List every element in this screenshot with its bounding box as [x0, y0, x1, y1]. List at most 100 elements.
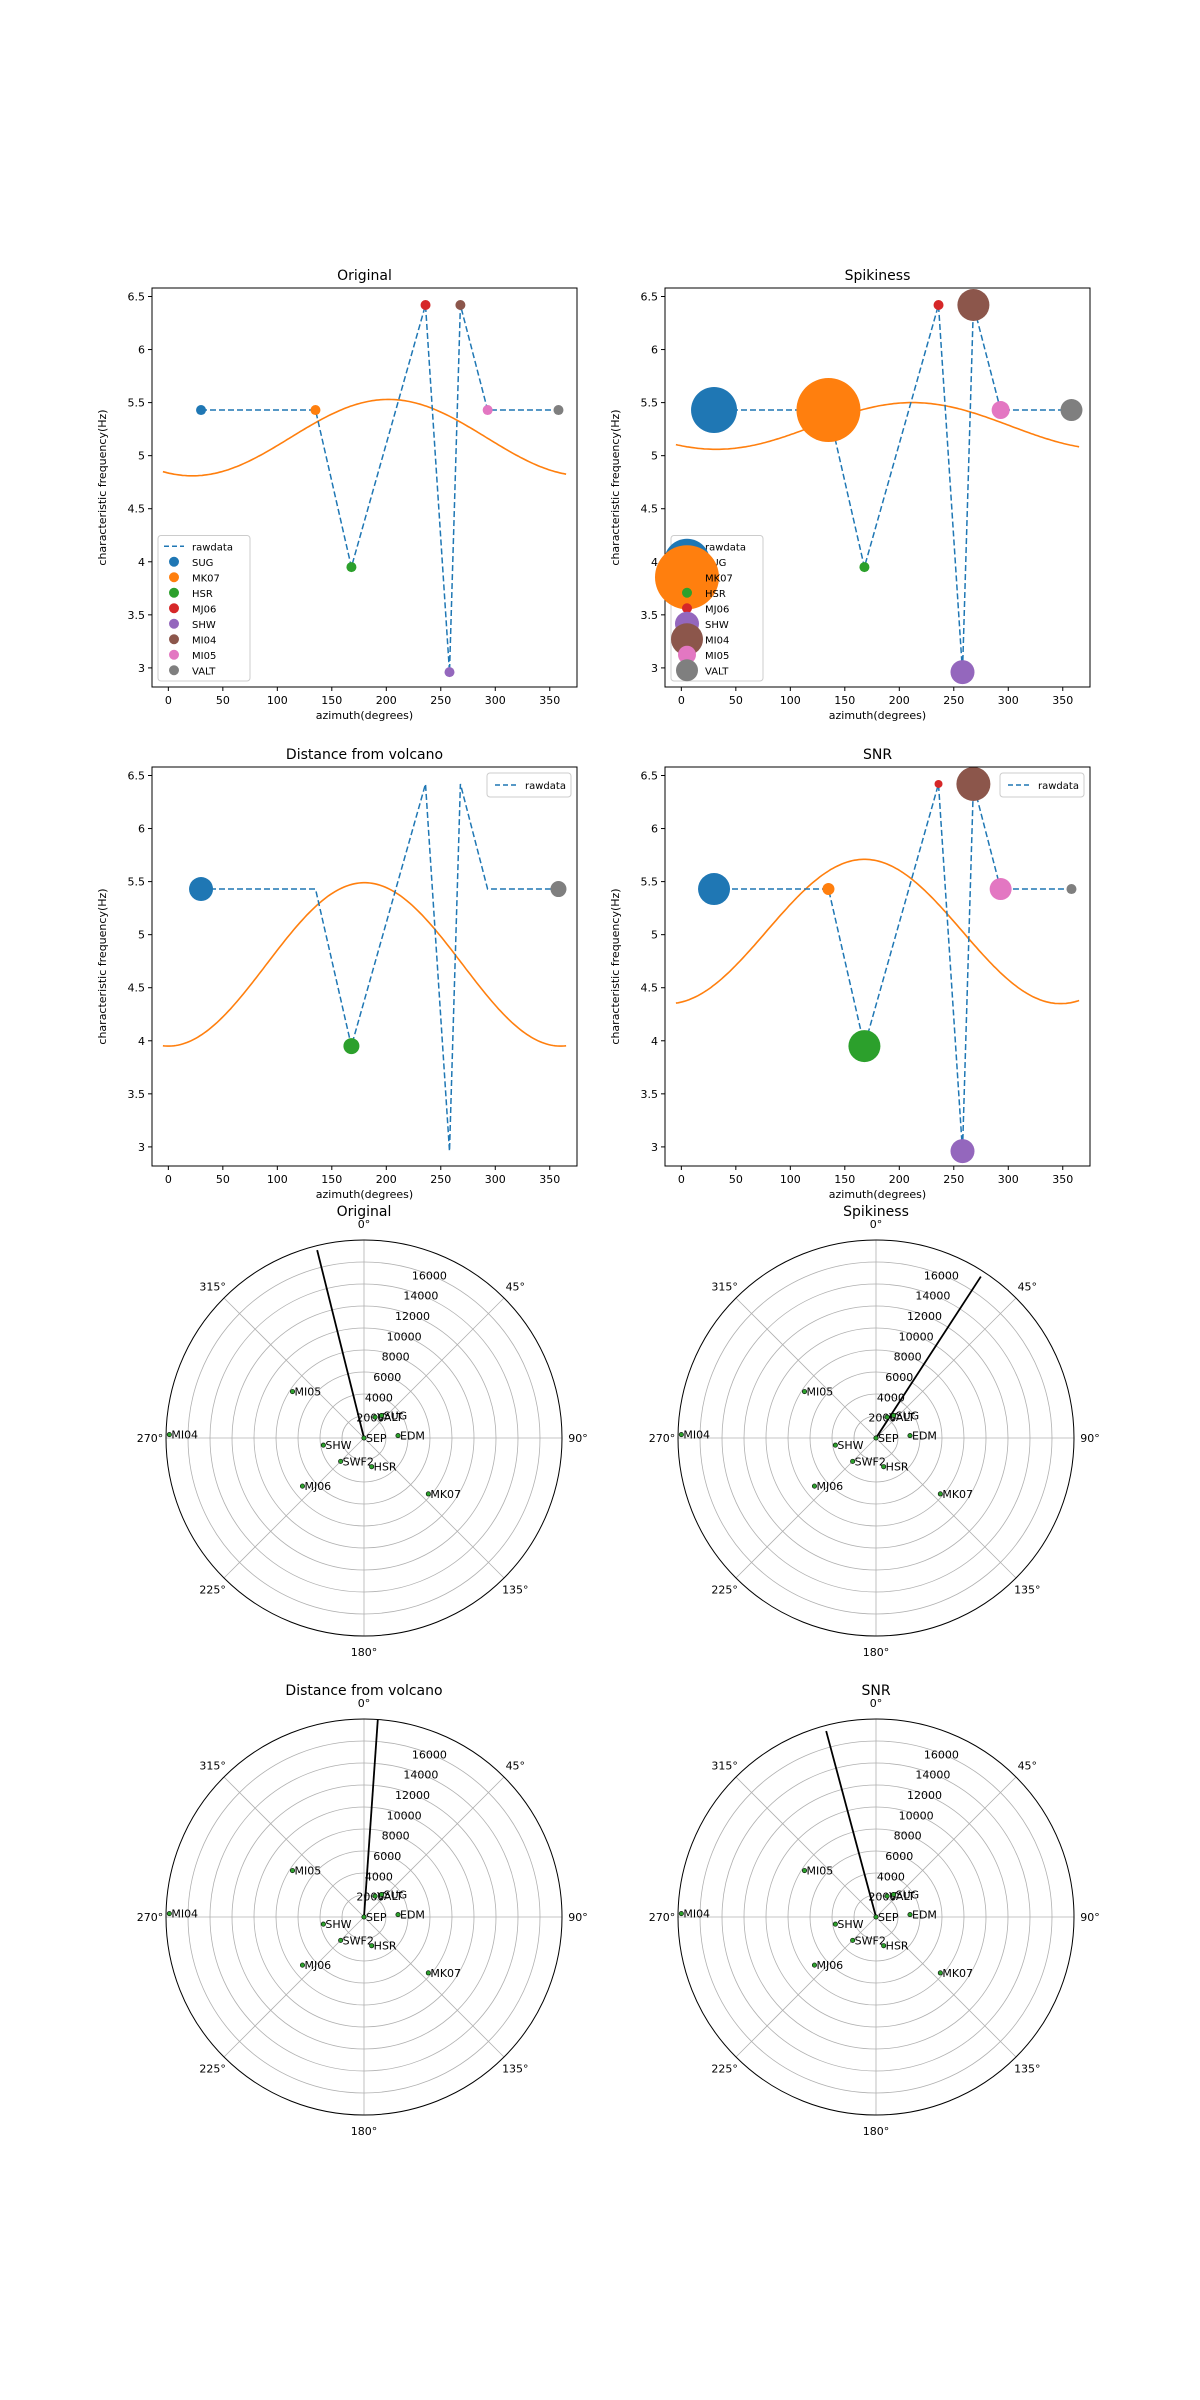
point-hsr [346, 562, 357, 573]
angle-tick-label: 135° [502, 2062, 529, 2075]
angle-tick-label: 180° [863, 1646, 890, 1659]
radial-tick-label: 8000 [382, 1351, 410, 1364]
angle-tick-label: 315° [199, 1760, 226, 1773]
x-tick-label: 300 [998, 694, 1019, 707]
radial-tick-label: 10000 [387, 1809, 422, 1822]
station-marker-sep [361, 1435, 367, 1441]
radial-tick-label: 2000 [356, 1891, 384, 1904]
legend-marker-valt [676, 659, 698, 682]
y-axis-label: characteristic frequency(Hz) [609, 409, 622, 565]
point-mk07 [310, 405, 321, 416]
station-label: MK07 [942, 1488, 973, 1501]
legend: rawdata [486, 772, 572, 798]
station-marker-swf2 [338, 1458, 344, 1464]
station-marker-mj06 [811, 1483, 817, 1489]
radial-tick-label: 6000 [885, 1850, 913, 1863]
point-valt [1060, 399, 1083, 422]
x-tick-label: 250 [430, 1173, 451, 1186]
x-tick-label: 300 [998, 1173, 1019, 1186]
station-label: MJ06 [304, 1959, 331, 1972]
y-tick-label: 6 [138, 344, 145, 357]
station-marker-mj06 [299, 1962, 305, 1968]
angular-gridline [223, 1297, 365, 1439]
point-sug [196, 405, 207, 416]
station-label: MJ06 [816, 1959, 843, 1972]
chart-title: SNR [861, 1683, 890, 1699]
chart-snr: SNR 0 50 100 150 200 250 300 350 3 3.5 4 4.5 5 5.5 6 6.5… [609, 747, 1091, 1201]
station-marker-shw [320, 1442, 326, 1448]
radial-tick-label: 4000 [877, 1391, 905, 1404]
angular-gridline [875, 1916, 1017, 2058]
station-label: HSR [886, 1940, 909, 1953]
point-valt [553, 405, 564, 416]
legend-label: SHW [192, 620, 216, 631]
station-marker-shw [832, 1442, 838, 1448]
x-tick-label: 50 [729, 1173, 743, 1186]
legend-marker-mj06 [169, 603, 179, 614]
rawdata-line [201, 304, 559, 673]
radial-tick-label: 10000 [899, 1809, 934, 1822]
x-axis-label: azimuth(degrees) [829, 1188, 926, 1201]
x-tick-label: 250 [943, 694, 964, 707]
station-marker-mi05 [290, 1389, 296, 1395]
station-marker-mk07 [937, 1491, 943, 1497]
station-marker-sug [379, 1412, 385, 1418]
angle-tick-label: 135° [502, 1583, 529, 1596]
station-label: SEP [878, 1911, 899, 1924]
station-marker-mi04 [166, 1432, 172, 1438]
legend-marker-mi05 [169, 649, 179, 660]
y-tick-label: 4.5 [128, 982, 146, 995]
chart-title: Original [337, 268, 392, 284]
radial-tick-label: 12000 [395, 1789, 430, 1802]
station-label: SHW [837, 1918, 863, 1931]
angular-gridline [223, 1776, 365, 1918]
radial-tick-label: 8000 [894, 1351, 922, 1364]
angle-tick-label: 180° [863, 2125, 890, 2138]
angle-tick-label: 45° [1018, 1281, 1038, 1294]
y-tick-label: 4 [138, 1035, 145, 1048]
y-tick-label: 4 [651, 1035, 658, 1048]
x-tick-label: 200 [889, 1173, 910, 1186]
angle-tick-label: 90° [568, 1911, 588, 1924]
legend-marker-mk07 [169, 572, 179, 583]
legend: rawdata [999, 772, 1085, 798]
point-hsr [848, 1030, 881, 1063]
angle-tick-label: 90° [1080, 1911, 1100, 1924]
x-tick-label: 200 [376, 694, 397, 707]
y-tick-label: 5.5 [641, 876, 659, 889]
radial-tick-label: 14000 [403, 1290, 438, 1303]
direction-line [875, 1276, 982, 1439]
legend-label: VALT [705, 666, 729, 677]
station-marker-edm [395, 1912, 401, 1918]
y-tick-label: 5 [651, 450, 658, 463]
radial-tick-label: 16000 [924, 1748, 959, 1761]
radial-tick-label: 6000 [373, 1371, 401, 1384]
y-tick-label: 6 [651, 344, 658, 357]
legend-label: MI04 [192, 635, 216, 646]
x-tick-label: 0 [678, 1173, 685, 1186]
radial-tick-label: 6000 [373, 1850, 401, 1863]
y-tick-label: 3 [138, 1141, 145, 1154]
radial-tick-label: 12000 [907, 1310, 942, 1323]
station-label: MI04 [171, 1429, 198, 1442]
x-tick-label: 350 [539, 694, 560, 707]
chart-original: Original 0 50 100 150 200 250 300 350 3 3.5 4 4.5 5 5.… [96, 268, 578, 722]
angle-tick-label: 0° [358, 1218, 371, 1231]
station-label: SWF2 [343, 1455, 374, 1468]
point-sug [691, 387, 738, 434]
plot-frame [664, 766, 1091, 1167]
station-label: MI05 [807, 1386, 834, 1399]
x-tick-label: 100 [780, 1173, 801, 1186]
station-marker-sug [891, 1412, 897, 1418]
station-label: MI04 [683, 1908, 710, 1921]
legend-label: VALT [192, 666, 216, 677]
radial-tick-label: 4000 [365, 1391, 393, 1404]
angular-gridline [363, 1916, 505, 2058]
angle-tick-label: 180° [351, 1646, 378, 1659]
chart-spikiness: Spikiness 0 50 100 150 200 250 300 350 3 3.5 4 4.5 5 5… [609, 268, 1091, 722]
point-mi04 [956, 766, 991, 801]
point-mi05 [989, 878, 1012, 901]
radial-tick-label: 16000 [924, 1269, 959, 1282]
x-tick-label: 150 [834, 694, 855, 707]
angle-tick-label: 225° [711, 1583, 738, 1596]
